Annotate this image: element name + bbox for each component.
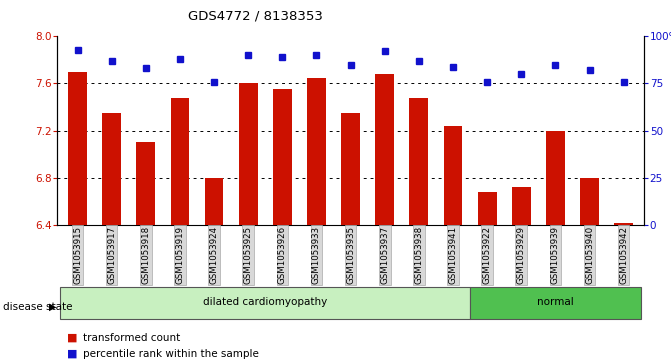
Text: GSM1053918: GSM1053918 bbox=[142, 226, 150, 284]
Bar bbox=[546, 131, 565, 225]
Text: dilated cardiomyopathy: dilated cardiomyopathy bbox=[203, 297, 327, 307]
Text: GSM1053933: GSM1053933 bbox=[312, 226, 321, 284]
Text: normal: normal bbox=[537, 297, 574, 307]
Bar bbox=[136, 143, 155, 225]
Bar bbox=[102, 113, 121, 225]
Bar bbox=[614, 223, 633, 225]
Bar bbox=[273, 89, 292, 225]
Text: ■: ■ bbox=[67, 333, 78, 343]
Text: GSM1053915: GSM1053915 bbox=[73, 226, 82, 284]
Text: GSM1053935: GSM1053935 bbox=[346, 226, 355, 284]
Bar bbox=[342, 113, 360, 225]
Text: GSM1053937: GSM1053937 bbox=[380, 226, 389, 284]
Bar bbox=[470, 287, 641, 319]
Bar bbox=[375, 74, 394, 225]
Text: GSM1053922: GSM1053922 bbox=[482, 226, 492, 284]
Text: GSM1053940: GSM1053940 bbox=[585, 226, 594, 284]
Bar bbox=[580, 178, 599, 225]
Text: GSM1053942: GSM1053942 bbox=[619, 226, 628, 284]
Bar bbox=[239, 83, 258, 225]
Bar bbox=[478, 192, 497, 225]
Text: percentile rank within the sample: percentile rank within the sample bbox=[83, 349, 258, 359]
Text: ▶: ▶ bbox=[49, 302, 56, 312]
Bar bbox=[409, 98, 428, 225]
Bar bbox=[60, 287, 470, 319]
Text: GSM1053926: GSM1053926 bbox=[278, 226, 287, 284]
Text: ■: ■ bbox=[67, 349, 78, 359]
Bar bbox=[205, 178, 223, 225]
Text: GSM1053938: GSM1053938 bbox=[415, 226, 423, 284]
Bar bbox=[444, 126, 462, 225]
Text: GSM1053941: GSM1053941 bbox=[448, 226, 458, 284]
Text: GSM1053939: GSM1053939 bbox=[551, 226, 560, 284]
Text: GSM1053929: GSM1053929 bbox=[517, 226, 526, 284]
Bar bbox=[307, 78, 326, 225]
Text: GSM1053925: GSM1053925 bbox=[244, 226, 253, 284]
Text: transformed count: transformed count bbox=[83, 333, 180, 343]
Text: GSM1053917: GSM1053917 bbox=[107, 226, 116, 284]
Bar bbox=[68, 72, 87, 225]
Text: GDS4772 / 8138353: GDS4772 / 8138353 bbox=[188, 9, 323, 22]
Bar bbox=[512, 187, 531, 225]
Text: GSM1053919: GSM1053919 bbox=[175, 226, 185, 284]
Bar bbox=[170, 98, 189, 225]
Text: disease state: disease state bbox=[3, 302, 73, 312]
Text: GSM1053924: GSM1053924 bbox=[209, 226, 219, 284]
